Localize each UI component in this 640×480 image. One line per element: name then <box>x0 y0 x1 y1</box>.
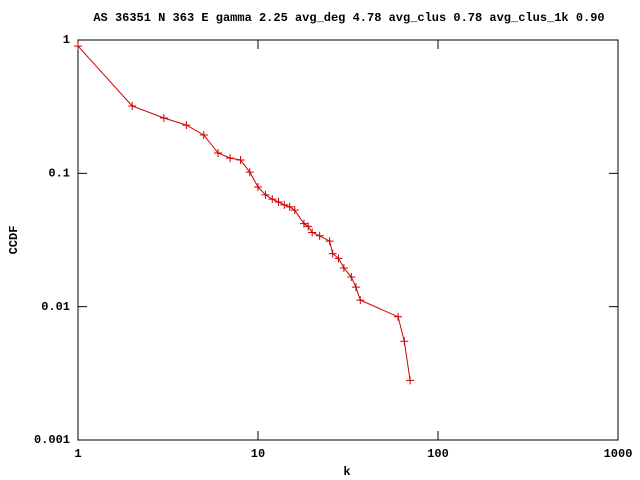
data-point <box>74 42 82 51</box>
data-point <box>351 283 360 292</box>
data-point <box>261 190 270 199</box>
y-tick-label: 0.001 <box>34 433 70 447</box>
data-point <box>274 197 283 206</box>
chart-title: AS 36351 N 363 E gamma 2.25 avg_deg 4.78… <box>93 11 604 25</box>
data-point <box>280 200 289 209</box>
data-point <box>400 337 409 346</box>
x-tick-label: 100 <box>427 447 449 461</box>
data-point <box>285 202 294 211</box>
data-point <box>328 249 337 258</box>
x-axis-label: k <box>343 465 350 479</box>
data-point <box>347 272 356 281</box>
data-point <box>214 149 223 158</box>
y-axis-label: CCDF <box>7 226 21 255</box>
data-point <box>159 114 168 123</box>
data-point <box>394 312 403 321</box>
data-point <box>299 219 308 228</box>
y-tick-label: 1 <box>63 33 70 47</box>
data-point <box>254 182 262 191</box>
data-point <box>406 376 415 385</box>
data-point <box>245 168 254 177</box>
y-tick-label: 0.1 <box>48 167 70 181</box>
x-tick-label: 1 <box>74 447 81 461</box>
x-tick-label: 1000 <box>604 447 633 461</box>
data-point <box>339 263 348 272</box>
data-point <box>236 155 245 164</box>
data-point <box>315 231 324 240</box>
series-line <box>77 45 411 381</box>
data-point <box>199 130 208 139</box>
data-point <box>290 206 299 215</box>
data-point <box>182 121 191 130</box>
data-point <box>304 222 313 231</box>
data-point <box>334 254 343 263</box>
data-point <box>268 195 277 204</box>
plot-frame <box>77 39 619 441</box>
data-point <box>226 154 235 163</box>
data-point <box>128 101 137 110</box>
y-tick-label: 0.01 <box>41 300 70 314</box>
x-tick-label: 10 <box>251 447 265 461</box>
data-point <box>356 296 365 305</box>
data-point <box>325 237 334 246</box>
data-point <box>308 228 317 237</box>
